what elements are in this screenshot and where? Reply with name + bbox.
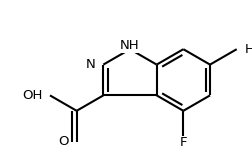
Text: OH: OH bbox=[22, 89, 42, 102]
Text: O: O bbox=[58, 135, 69, 148]
Text: NH: NH bbox=[120, 39, 139, 52]
Text: N: N bbox=[85, 58, 95, 71]
Text: HO: HO bbox=[243, 43, 252, 56]
Text: F: F bbox=[179, 136, 186, 149]
